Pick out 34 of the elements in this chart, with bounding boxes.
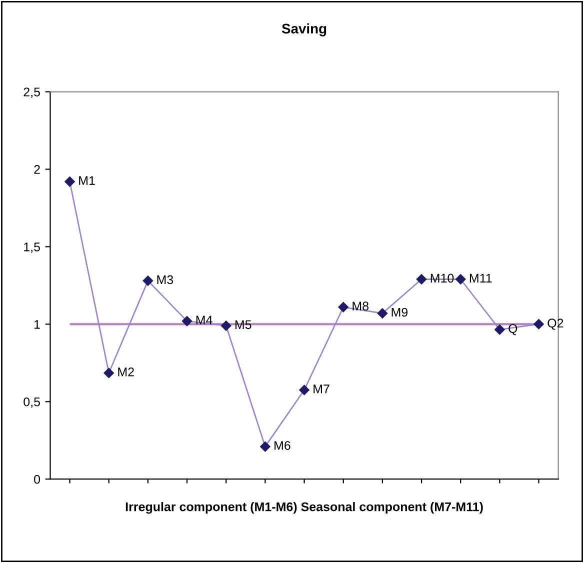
point bbox=[298, 384, 310, 396]
point bbox=[494, 324, 506, 335]
data-label: M9 bbox=[392, 308, 408, 317]
y-tick-label: 0,5 bbox=[24, 397, 40, 408]
data-label: M8 bbox=[352, 302, 368, 310]
y-tick-label: 1,5 bbox=[24, 242, 40, 253]
y-tick-label: 1 bbox=[34, 320, 40, 329]
point bbox=[182, 316, 192, 326]
point bbox=[142, 275, 154, 286]
data-label: M1 bbox=[79, 176, 95, 185]
point bbox=[533, 318, 544, 330]
point bbox=[220, 320, 232, 332]
point bbox=[455, 274, 466, 285]
data-label: M11 bbox=[470, 274, 492, 282]
point bbox=[338, 302, 349, 313]
point bbox=[377, 308, 388, 319]
point bbox=[103, 368, 114, 378]
x-axis-title: Irregular component (M1-M6) Seasonal component (M7-M11) bbox=[126, 502, 483, 514]
point bbox=[260, 441, 271, 452]
y-tick-label: 0 bbox=[34, 474, 40, 484]
point bbox=[416, 274, 427, 285]
data-label: M4 bbox=[196, 316, 212, 324]
data-label: M2 bbox=[118, 367, 134, 376]
y-tick-label: 2,5 bbox=[24, 88, 40, 98]
data-label: Q2 bbox=[548, 318, 564, 330]
data-label: M7 bbox=[314, 384, 330, 394]
data-label: M6 bbox=[274, 441, 290, 450]
data-label: Q bbox=[508, 324, 518, 336]
data-label: M3 bbox=[157, 275, 174, 284]
data-label: M5 bbox=[235, 320, 252, 330]
data-label: M10 bbox=[430, 274, 454, 283]
chart-title: Saving bbox=[282, 23, 326, 36]
y-tick-label: 2 bbox=[34, 165, 40, 174]
point bbox=[64, 176, 76, 188]
